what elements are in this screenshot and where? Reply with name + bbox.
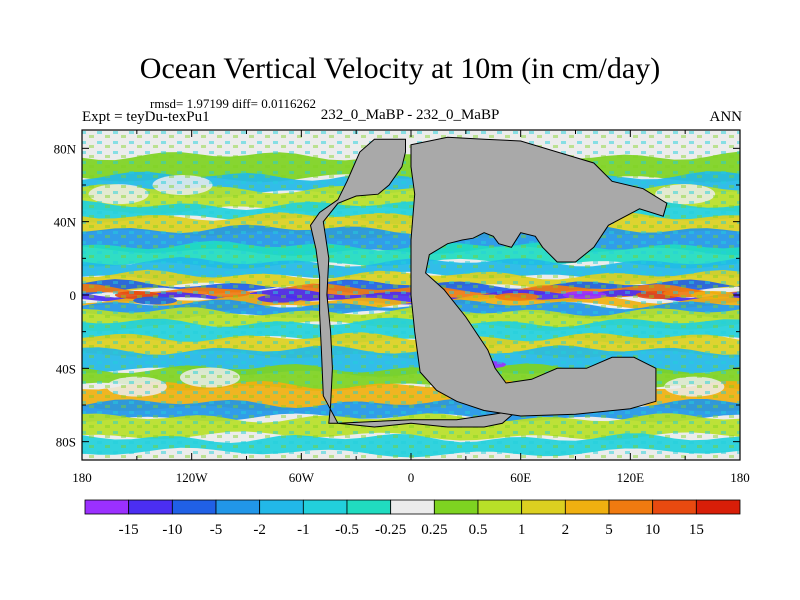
plot-area	[82, 130, 740, 460]
colorbar-swatch	[521, 499, 566, 515]
colorbar-label: -2	[253, 522, 266, 538]
x-tick-label: 180	[72, 470, 92, 485]
x-tick-label: 60W	[289, 470, 315, 485]
colorbar-label: 0.25	[421, 522, 447, 538]
colorbar-label: 15	[689, 522, 704, 538]
colorbar-swatch	[84, 499, 130, 515]
x-tick-label: 0	[408, 470, 415, 485]
colorbar-label: -0.5	[335, 522, 359, 538]
colorbar-swatch	[608, 499, 654, 515]
y-tick-label: 80N	[54, 141, 77, 156]
x-tick-label: 180	[730, 470, 750, 485]
colorbar-swatch	[259, 499, 304, 515]
experiment-label: Expt = teyDu-texPu1	[82, 109, 210, 125]
colorbar-label: 1	[518, 522, 526, 538]
y-tick-label: 80S	[56, 435, 76, 450]
colorbar-swatch	[215, 499, 261, 515]
colorbar-swatch	[695, 499, 741, 515]
x-tick-label: 120E	[617, 470, 645, 485]
x-tick-label: 60E	[510, 470, 531, 485]
x-tick-label: 120W	[176, 470, 209, 485]
colorbar-swatch	[477, 499, 523, 515]
colorbar-swatch	[171, 499, 217, 515]
land-eurasia-africa	[410, 136, 668, 417]
colorbar-label: 5	[605, 522, 613, 538]
colorbar-label: -1	[297, 522, 310, 538]
y-tick-label: 0	[70, 288, 77, 303]
colorbar-label: -15	[119, 522, 139, 538]
colorbar-swatch	[390, 499, 435, 515]
chart-title: Ocean Vertical Velocity at 10m (in cm/da…	[139, 52, 661, 85]
colorbar-swatch	[128, 499, 173, 515]
colorbar-label: -5	[210, 522, 223, 538]
colorbar-label: 10	[645, 522, 660, 538]
stats-line: rmsd= 1.97199 diff= 0.0116262	[150, 96, 316, 111]
colorbar-swatch	[564, 499, 610, 515]
colorbar-label: -10	[162, 522, 182, 538]
colorbar-swatch	[346, 499, 392, 515]
colorbar-swatch	[433, 499, 479, 515]
colorbar-label: -0.25	[375, 522, 406, 538]
colorbar-label: 2	[562, 522, 570, 538]
y-tick-label: 40S	[56, 361, 76, 376]
season-label: ANN	[709, 109, 743, 125]
colorbar-label: 0.5	[469, 522, 488, 538]
colorbar-swatch	[652, 499, 697, 515]
center-label: 232_0_MaBP - 232_0_MaBP	[320, 107, 500, 123]
colorbar-swatch	[302, 499, 348, 515]
y-tick-label: 40N	[54, 215, 77, 230]
